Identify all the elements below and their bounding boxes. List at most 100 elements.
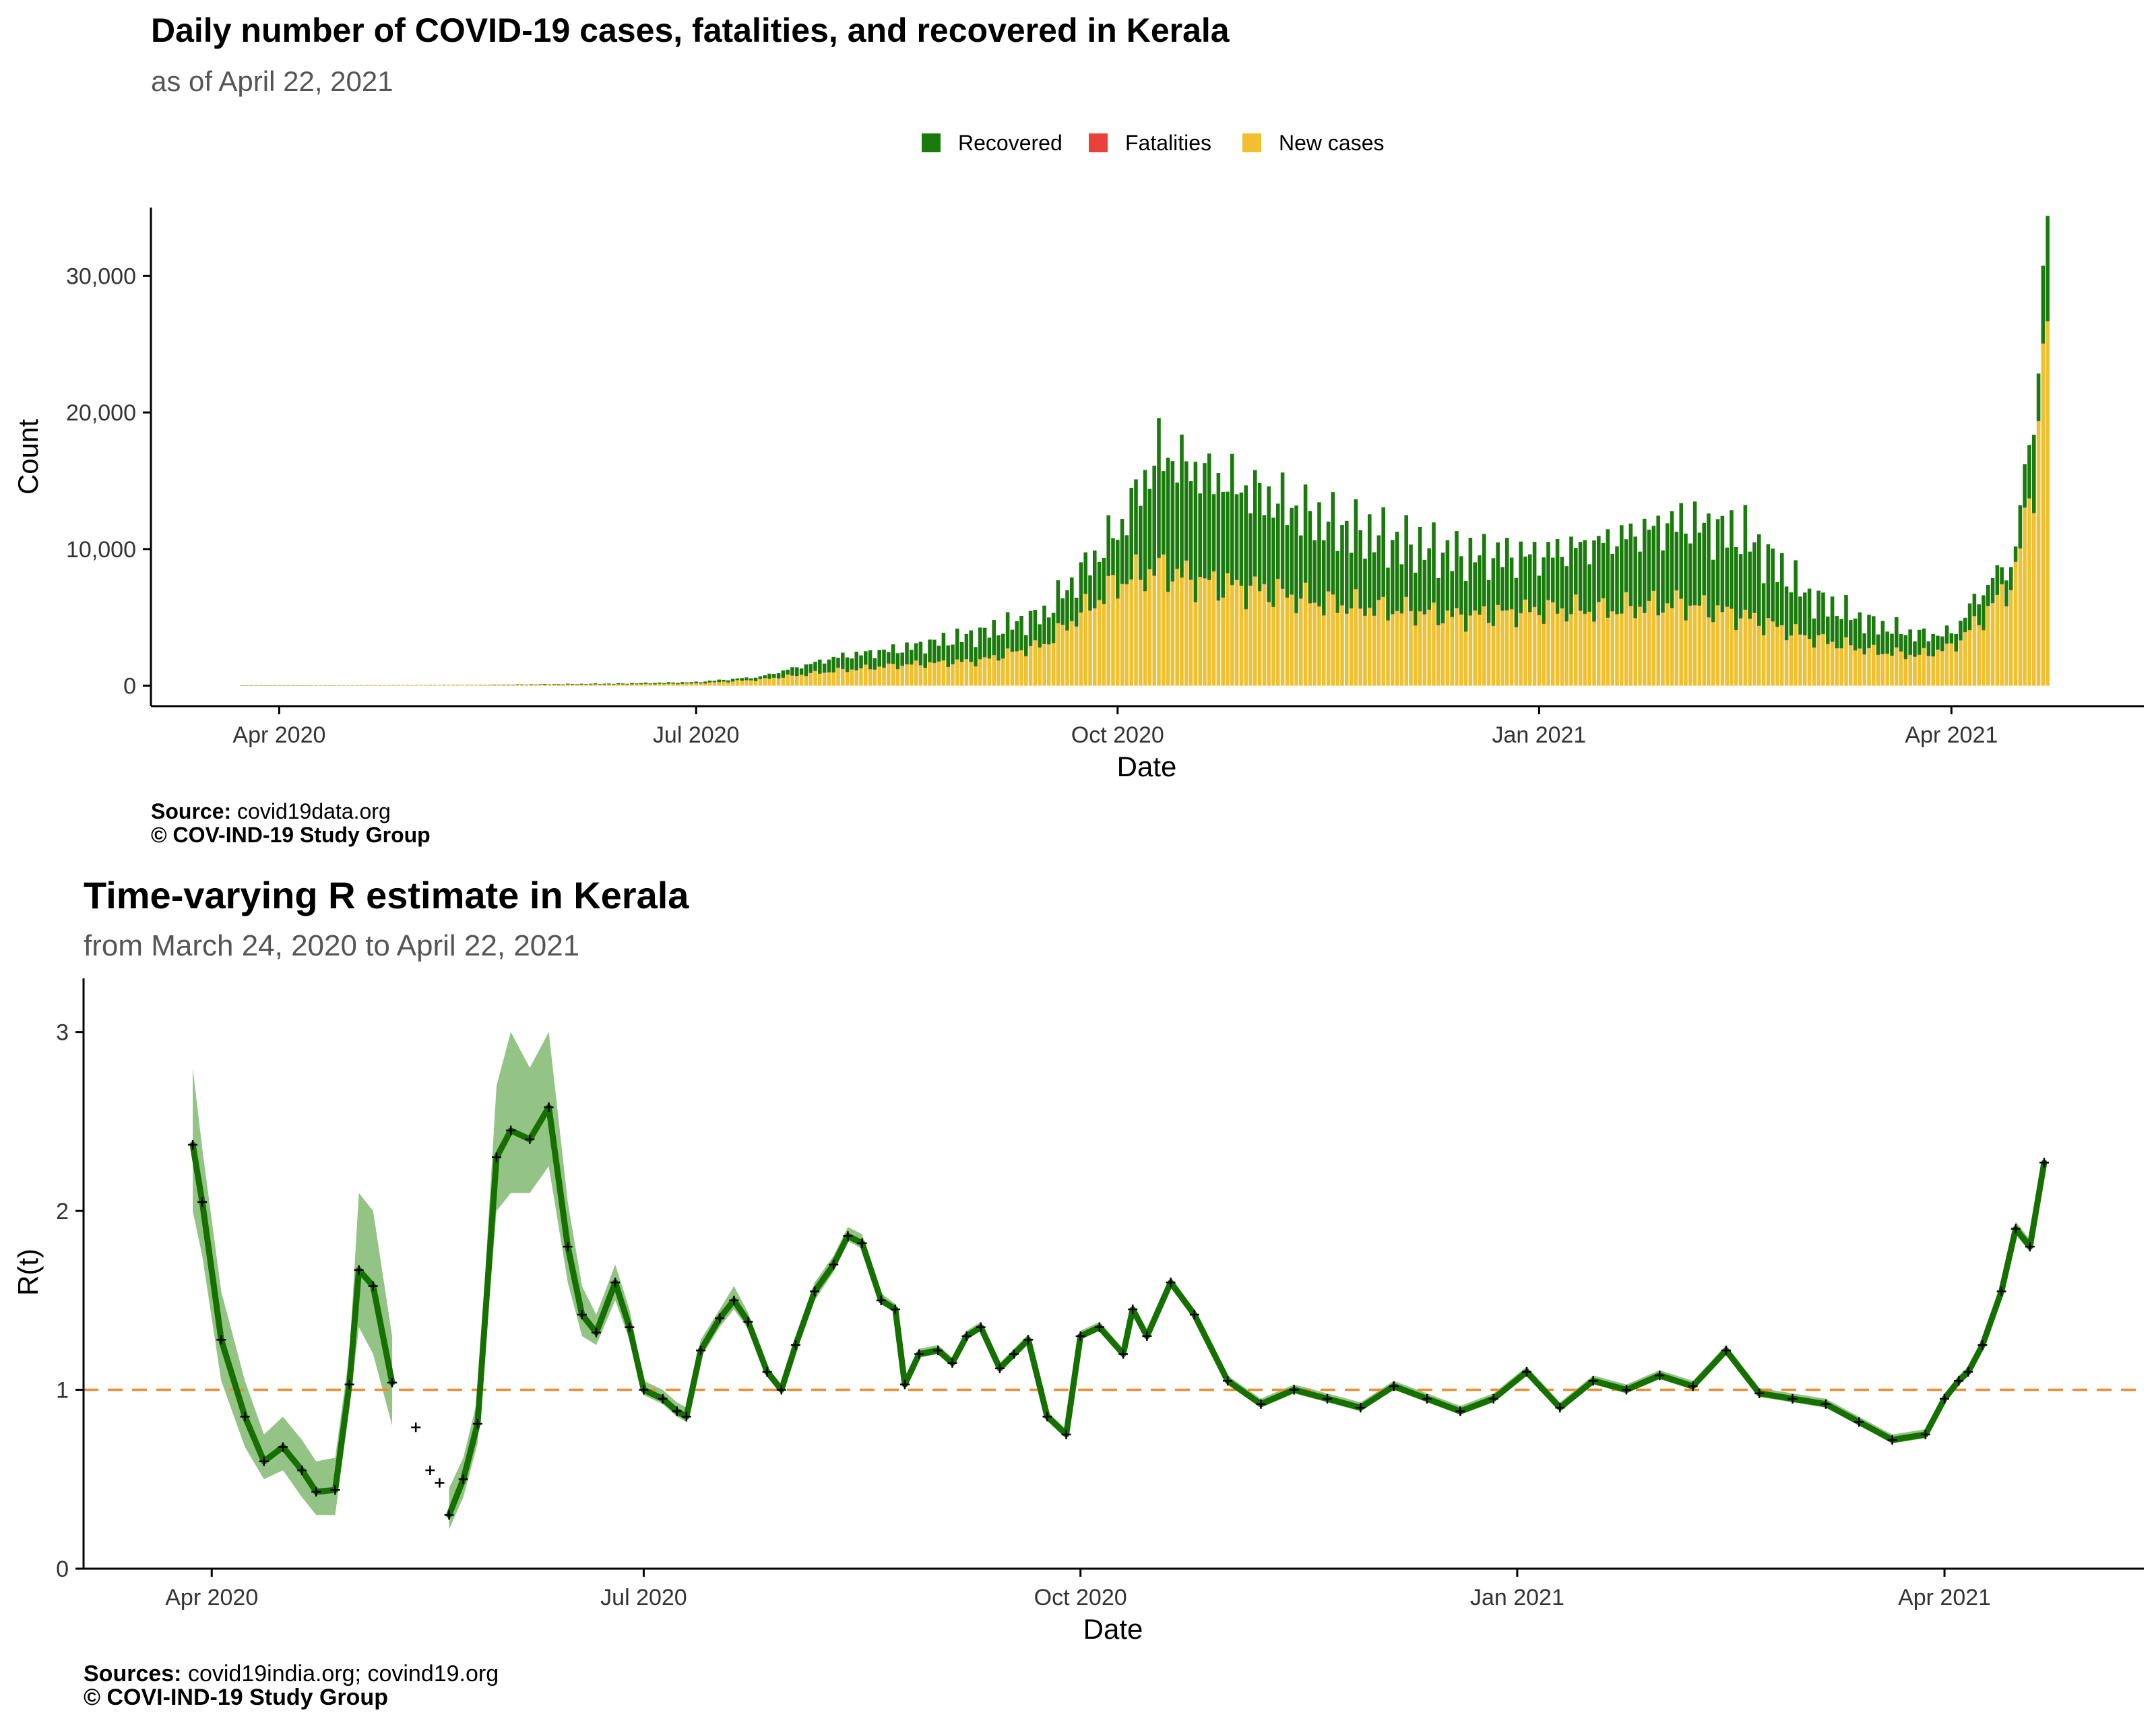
rt-point	[1940, 1393, 1950, 1404]
bar-recovered	[1926, 641, 1931, 656]
bar-new-cases	[1880, 654, 1885, 686]
bar-fatalities	[1542, 623, 1546, 625]
bar-recovered	[1038, 624, 1042, 648]
bar-new-cases	[1679, 598, 1683, 686]
bar-fatalities	[1473, 610, 1477, 611]
rt-point	[1555, 1403, 1565, 1413]
bar-recovered	[662, 683, 666, 684]
bar-recovered	[1844, 594, 1848, 637]
bar-new-cases	[318, 685, 323, 686]
rt-point	[639, 1385, 649, 1395]
bar-new-cases	[648, 684, 652, 686]
bar-fatalities	[1340, 605, 1344, 606]
bar-recovered	[1340, 525, 1344, 606]
bar-new-cases	[918, 665, 923, 686]
bar-fatalities	[1152, 575, 1156, 576]
rt-point	[672, 1406, 682, 1416]
bar-new-cases	[635, 684, 639, 686]
bar-new-cases	[1839, 648, 1843, 686]
bar-recovered	[744, 677, 749, 681]
bar-new-cases	[534, 685, 538, 686]
rt-point	[729, 1295, 739, 1305]
bar-new-cases	[1670, 608, 1674, 686]
bar-new-cases	[891, 664, 895, 686]
rt-point	[188, 1139, 198, 1150]
bar-new-cases	[1743, 610, 1748, 686]
bar-new-cases	[612, 684, 616, 686]
bar-new-cases	[1990, 603, 1995, 686]
bar-new-cases	[364, 685, 369, 686]
rt-point	[425, 1466, 435, 1475]
bar-fatalities	[1500, 610, 1504, 611]
rt-point	[890, 1305, 900, 1315]
bar-recovered	[1308, 511, 1312, 604]
bar-recovered	[1033, 609, 1038, 641]
bar-new-cases	[2032, 513, 2036, 686]
bar-new-cases	[1940, 651, 1944, 686]
rt-point	[625, 1322, 635, 1332]
bar-new-cases	[1606, 618, 1610, 686]
bar-new-cases	[401, 685, 405, 686]
rt-point	[1256, 1399, 1266, 1409]
bar-new-cases	[1926, 656, 1931, 686]
bar-recovered	[1560, 557, 1564, 608]
legend-swatch-fatalities	[1089, 133, 1108, 152]
bar-recovered	[1409, 544, 1413, 611]
bar-new-cases	[437, 685, 442, 686]
rt-point	[1075, 1331, 1085, 1341]
bar-new-cases	[625, 684, 629, 686]
bar-recovered	[1312, 540, 1317, 603]
bar-new-cases	[1730, 608, 1734, 686]
bar-recovered	[1862, 633, 1866, 655]
bar-recovered	[1299, 535, 1303, 599]
rt-point	[591, 1327, 601, 1338]
legend-label-recovered: Recovered	[958, 131, 1063, 155]
bar-recovered	[790, 667, 794, 676]
rt-point	[1009, 1349, 1019, 1359]
bar-new-cases	[730, 681, 735, 686]
bar-new-cases	[1147, 569, 1152, 686]
bar-recovered	[758, 676, 763, 679]
bar-recovered	[2023, 464, 2027, 508]
bar-recovered	[740, 678, 744, 681]
rt-point	[311, 1486, 321, 1497]
rt-point	[1977, 1340, 1988, 1350]
bar-new-cases	[1106, 576, 1110, 686]
rt-point	[1118, 1349, 1129, 1359]
rt-estimate-chart: Time-varying R estimate in Kerala from M…	[12, 874, 2144, 1710]
bar-recovered	[1083, 552, 1087, 594]
bar-new-cases	[859, 668, 863, 686]
bar-new-cases	[488, 685, 492, 686]
bar-recovered	[589, 683, 593, 685]
rt-point	[506, 1125, 516, 1135]
y-tick-label: 0	[123, 674, 136, 699]
rt-point-markers	[188, 1102, 2050, 1520]
x-tick-label: Apr 2020	[165, 1585, 258, 1610]
bar-fatalities	[1528, 612, 1532, 613]
credit-caption: © COVI-IND-19 Study Group	[84, 1685, 388, 1710]
rt-point	[1189, 1310, 1199, 1320]
bar-recovered	[864, 651, 868, 665]
bar-recovered	[1111, 538, 1115, 575]
bar-recovered	[1725, 547, 1729, 607]
bar-new-cases	[1569, 614, 1573, 686]
bar-recovered	[1702, 522, 1706, 596]
bar-recovered	[836, 658, 840, 668]
bar-new-cases	[277, 685, 282, 686]
bar-new-cases	[1867, 648, 1871, 686]
bar-recovered	[1005, 612, 1010, 649]
bar-new-cases	[1267, 602, 1271, 686]
rt-point	[1323, 1393, 1333, 1404]
bar-new-cases	[1995, 595, 2000, 686]
rt-point	[1455, 1406, 1465, 1416]
bar-new-cases	[895, 669, 900, 686]
bar-recovered	[1867, 615, 1871, 648]
bar-new-cases	[1917, 654, 1922, 686]
bar-recovered	[1880, 621, 1885, 654]
bar-new-cases	[1198, 577, 1202, 686]
bar-recovered	[658, 683, 662, 684]
bar-recovered	[1908, 629, 1912, 655]
bar-new-cases	[1771, 621, 1775, 686]
bar-recovered	[1743, 505, 1748, 610]
bar-new-cases	[579, 684, 583, 686]
